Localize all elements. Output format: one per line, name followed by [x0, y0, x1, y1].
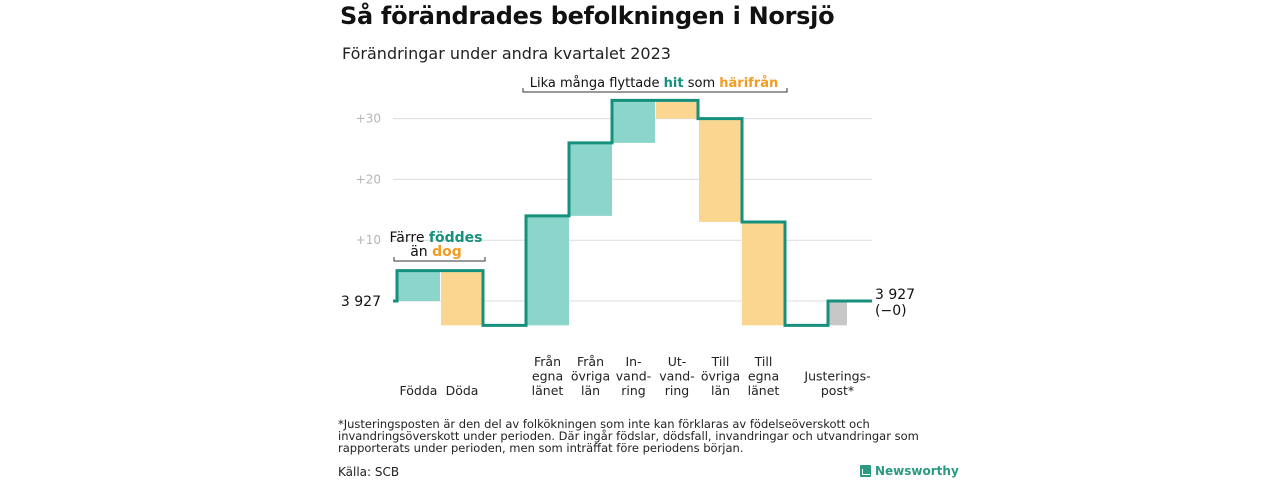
chart-subtitle: Förändringar under andra kvartalet 2023 — [342, 44, 671, 63]
category-label: länet — [532, 383, 564, 398]
end-change-label: (−0) — [875, 303, 907, 319]
migration-annotation-highlight: hit — [664, 76, 684, 91]
category-label: Födda — [400, 383, 438, 398]
migration-annotation-text: som — [684, 76, 720, 91]
births-annotation-text: än — [410, 244, 432, 260]
births-annotation-line2: än dog — [410, 244, 462, 260]
category-label: Döda — [446, 383, 479, 398]
bar — [526, 215, 569, 326]
category-label: Ut- — [668, 354, 687, 369]
births-annotation-highlight: föddes — [429, 230, 483, 246]
brand-logo: Newsworthy — [860, 464, 959, 478]
category-label: övriga — [571, 369, 610, 384]
category-label: vand- — [659, 369, 694, 384]
newsworthy-icon — [860, 465, 871, 477]
source-label: Källa: SCB — [338, 465, 400, 479]
category-label: Till — [754, 354, 773, 369]
bar — [656, 100, 698, 119]
bar — [612, 100, 655, 143]
bar — [742, 221, 785, 326]
end-value-label: 3 927 — [875, 287, 915, 303]
category-label: länet — [748, 383, 780, 398]
category-label: Från — [577, 354, 604, 369]
category-label: Justerings- — [803, 369, 870, 384]
category-label: ring — [665, 383, 689, 398]
category-label: vand- — [616, 369, 651, 384]
category-label: län — [581, 383, 600, 398]
y-tick-label: +10 — [356, 233, 381, 247]
births-annotation-highlight: dog — [432, 244, 462, 260]
category-label: ring — [621, 383, 645, 398]
births-bracket — [393, 257, 486, 262]
category-label: övriga — [701, 369, 740, 384]
migration-annotation-text: Lika många flyttade — [530, 76, 664, 91]
category-label: In- — [625, 354, 641, 369]
births-annotation-text: Färre — [390, 230, 429, 246]
y-tick-label: +30 — [356, 112, 381, 126]
migration-annotation: Lika många flyttade hit som härifrån — [530, 76, 779, 91]
chart-title: Så förändrades befolkningen i Norsjö — [340, 2, 835, 30]
step-line — [393, 98, 872, 327]
y-tick-label: +20 — [356, 172, 381, 186]
category-label: egna — [532, 369, 563, 384]
bar — [441, 270, 483, 326]
category-label: egna — [748, 369, 779, 384]
start-value-label: 3 927 — [341, 294, 381, 310]
category-label: Från — [534, 354, 561, 369]
bar — [828, 301, 847, 326]
category-label: Till — [711, 354, 730, 369]
births-annotation-line1: Färre föddes — [390, 230, 483, 246]
category-label: län — [711, 383, 730, 398]
migration-annotation-highlight: härifrån — [719, 76, 778, 91]
bar — [699, 118, 742, 222]
bar — [569, 142, 612, 216]
migration-bracket — [522, 88, 788, 93]
footnote: *Justeringsposten är den del av folkökni… — [338, 417, 919, 455]
bar — [397, 270, 440, 301]
category-label: post* — [821, 383, 854, 398]
brand-name: Newsworthy — [875, 464, 959, 478]
